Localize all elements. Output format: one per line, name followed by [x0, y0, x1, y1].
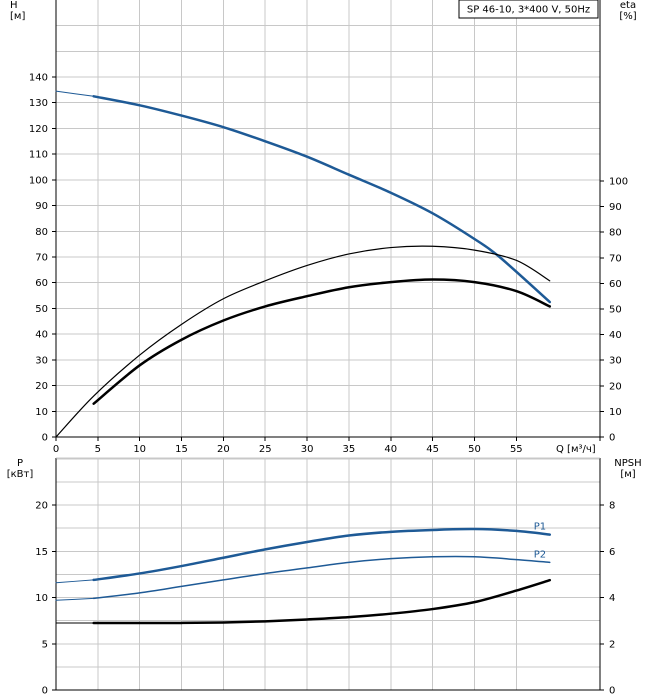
x-tick-label: 55: [510, 444, 523, 455]
y2-tick-label: 0: [609, 433, 615, 444]
x-tick-label: 30: [301, 444, 314, 455]
x-tick-label: 45: [426, 444, 439, 455]
x-tick-label: 35: [343, 444, 356, 455]
y-tick-label: 0: [42, 433, 48, 444]
y-tick-label: 5: [42, 639, 48, 650]
y2-tick-label: 4: [609, 593, 615, 604]
npsh-curve: [92, 578, 552, 625]
y-tick-label: 100: [29, 175, 48, 186]
y-tick-label: 30: [35, 355, 48, 366]
title-box: [458, 0, 599, 19]
y-tick-label: 120: [29, 124, 48, 135]
x-tick-label: 5: [95, 444, 101, 455]
head-efficiency-panel: 0102030405060708090100110120130140010203…: [10, 0, 637, 455]
y2-tick-label: 30: [609, 356, 622, 367]
efficiency-curve-pump: [55, 245, 551, 438]
y2-tick-label: 6: [609, 547, 615, 558]
y-tick-label: 10: [35, 407, 48, 418]
y-tick-label: 80: [35, 227, 48, 238]
y-tick-label: 130: [29, 98, 48, 109]
x-tick-label: 20: [217, 444, 230, 455]
y2-tick-label: 0: [609, 686, 615, 697]
y-tick-label: 10: [35, 593, 48, 604]
y2-tick-label: 60: [609, 279, 622, 290]
y-tick-label: 15: [35, 547, 48, 558]
p2-curve-extrapolated: [55, 597, 95, 601]
y2-tick-label: 80: [609, 228, 622, 239]
x-tick-label: 15: [175, 444, 188, 455]
x-tick-label: 50: [468, 444, 481, 455]
series-label-p1: P1: [534, 522, 546, 533]
y-tick-label: 20: [35, 381, 48, 392]
y2-tick-label: 40: [609, 330, 622, 341]
head-curve-extrapolated: [55, 90, 95, 97]
y-tick-label: 110: [29, 150, 48, 161]
y2-tick-label: 100: [609, 177, 628, 188]
p2-curve: [92, 555, 551, 600]
head-curve: [92, 95, 552, 304]
y-tick-label: 40: [35, 330, 48, 341]
y-axis-label-left: H [м]: [10, 0, 25, 22]
y2-tick-label: 50: [609, 305, 622, 316]
series-label-p2: P2: [534, 549, 546, 560]
y-tick-label: 0: [42, 686, 48, 697]
y2-tick-label: 20: [609, 381, 622, 392]
y-tick-label: 140: [29, 73, 48, 84]
y2-tick-label: 8: [609, 501, 615, 512]
x-tick-label: 10: [133, 444, 146, 455]
y-tick-label: 50: [35, 304, 48, 315]
y-tick-label: 20: [35, 501, 48, 512]
p1-curve-extrapolated: [55, 579, 95, 584]
x-tick-label: 25: [259, 444, 272, 455]
chart-title: SP 46-10, 3*400 V, 50Hz: [467, 5, 590, 16]
x-tick-label: 0: [53, 444, 59, 455]
y-tick-label: 90: [35, 201, 48, 212]
y2-tick-label: 10: [609, 407, 622, 418]
power-npsh-panel: 0 5 10 15 20 0 2 4 6 8 P [кВт] NPSH [м] P1 P2: [7, 457, 642, 697]
y2-tick-label: 90: [609, 202, 622, 213]
x-axis-label: Q [м³/ч]: [556, 444, 596, 455]
p1-curve: [92, 527, 552, 582]
y-tick-label: 60: [35, 278, 48, 289]
y-axis-label-right: eta [%]: [619, 0, 636, 22]
y-axis-label-left: P [кВт]: [7, 458, 34, 480]
y2-tick-label: 70: [609, 253, 622, 264]
efficiency-curve-total: [92, 278, 552, 405]
y-tick-label: 70: [35, 253, 48, 264]
y-axis-label-right: NPSH [м]: [614, 458, 641, 480]
x-tick-label: 40: [384, 444, 397, 455]
y2-tick-label: 2: [609, 639, 615, 650]
